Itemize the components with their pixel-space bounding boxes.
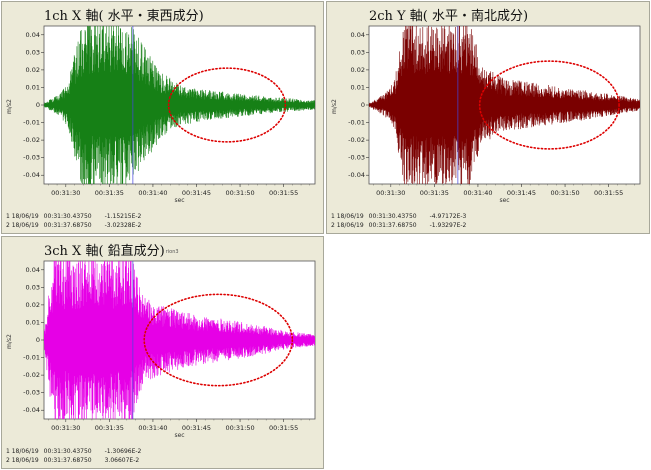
y-tick-label: -0.02 [23,136,40,144]
y-tick-label: -0.04 [348,171,365,179]
y-tick-label: -0.03 [348,154,365,162]
chart-title: 2ch Y 軸( 水平・南北成分) [369,9,529,24]
cursor-row: 2 18/06/19 00:31:37.68750 3.06607E-2 [6,456,146,465]
y-tick-label: 0.01 [26,83,40,91]
y-tick-label: 0.03 [26,48,40,56]
y-tick-label: 0.01 [26,318,40,326]
x-tick-label: 00:31:45 [182,189,211,197]
waveform-chart-1ch: 0.04 0.03 0.02 0.01 0 -0.01 -0.02 -0.03 -0.04 00:… [23,25,316,204]
y-tick-label: -0.02 [23,371,40,379]
x-tick-label: 00:31:55 [594,189,623,197]
waveform-chart-2ch: 0.04 0.03 0.02 0.01 0 -0.01 -0.02 -0.03 -0.04 00:… [348,25,641,204]
x-tick-label: 00:31:30 [376,189,405,197]
highlight-ellipse [143,293,294,387]
x-tick-label: 00:31:50 [225,189,254,197]
cursor-readout: 1 18/06/19 00:31:30.43750 -4.97172E-3 2 18/… [331,212,471,230]
y-tick-label: -0.04 [23,171,40,179]
y-tick-label: 0.04 [351,31,365,39]
y-tick-label: 0.03 [351,48,365,56]
x-tick-label: 00:31:50 [225,424,254,432]
x-tick-label: 00:31:55 [269,189,298,197]
x-axis-label: sec [174,432,184,439]
x-tick-label: 00:31:30 [51,424,80,432]
cursor-time: 00:31:30.43750 [43,213,92,220]
y-tick-label: 0.02 [26,66,40,74]
y-tick-label: 0 [36,336,40,344]
cursor-date: 1 18/06/19 [331,213,364,220]
cursor-time: 00:31:30.43750 [368,213,417,220]
y-tick-label: 0.02 [26,301,40,309]
x-tick-label: 00:31:40 [138,424,167,432]
waveform-chart-3ch: 0.04 0.03 0.02 0.01 0 -0.01 -0.02 -0.03 -0.04 00:… [23,260,316,439]
y-tick-label: -0.01 [23,119,40,127]
x-tick-label: 00:31:35 [420,189,449,197]
cursor-value: -4.97172E-3 [429,213,467,220]
highlight-ellipse [167,67,287,143]
y-tick-label: 0.03 [26,283,40,291]
x-tick-label: 00:31:45 [507,189,536,197]
cursor-value: -1.15215E-2 [104,213,142,220]
y-tick-label: -0.04 [23,406,40,414]
y-tick-label: -0.03 [23,389,40,397]
chart-title: 1ch X 軸( 水平・東西成分) [44,9,204,24]
cursor-date: 2 18/06/19 [6,222,39,229]
cursor-date: 1 18/06/19 [6,213,39,220]
y-tick-label: 0.04 [26,266,40,274]
waveform-series [369,26,640,184]
cursor-readout: 1 18/06/19 00:31:30.43750 -1.15215E-2 2 18/… [6,212,146,230]
cursor-time: 00:31:37.68750 [43,222,92,229]
y-tick-label: 0 [361,101,365,109]
y-tick-label: 0.02 [351,66,365,74]
x-tick-label: 00:31:40 [463,189,492,197]
x-tick-label: 00:31:40 [138,189,167,197]
chart-title: 3ch X 軸( 鉛直成分)rion3 [44,244,179,259]
cursor-time: 00:31:37.68750 [43,457,92,464]
x-axis-label: sec [174,197,184,204]
y-tick-label: -0.02 [348,136,365,144]
x-tick-label: 00:31:55 [269,424,298,432]
cursor-value: -3.02328E-2 [104,222,142,229]
cursor-value: 3.06607E-2 [104,457,140,464]
x-tick-label: 00:31:35 [95,189,124,197]
highlight-ellipse [478,60,620,150]
cursor-readout: 1 18/06/19 00:31:30.43750 -1.30696E-2 2 18/… [6,447,146,465]
chart-panel-1ch: 1ch X 軸( 水平・東西成分) m/s2 0.04 0.03 0.02 0.01 0… [1,1,324,234]
x-tick-label: 00:31:30 [51,189,80,197]
cursor-time: 00:31:37.68750 [368,222,417,229]
y-tick-label: -0.01 [348,119,365,127]
x-tick-label: 00:31:50 [550,189,579,197]
waveform-series [44,261,315,419]
cursor-time: 00:31:30.43750 [43,448,92,455]
y-tick-label: 0 [36,101,40,109]
cursor-date: 2 18/06/19 [331,222,364,229]
x-axis-label: sec [499,197,509,204]
cursor-row: 2 18/06/19 00:31:37.68750 -1.93297E-2 [331,221,471,230]
chart-panel-2ch: 2ch Y 軸( 水平・南北成分) m/s2 0.04 0.03 0.02 0.01 0… [326,1,650,234]
cursor-row: 1 18/06/19 00:31:30.43750 -4.97172E-3 [331,212,471,221]
y-tick-label: 0.04 [26,31,40,39]
cursor-value: -1.93297E-2 [429,222,467,229]
cursor-date: 2 18/06/19 [6,457,39,464]
cursor-row: 1 18/06/19 00:31:30.43750 -1.30696E-2 [6,447,146,456]
y-tick-label: 0.01 [351,83,365,91]
chart-panel-3ch: 3ch X 軸( 鉛直成分)rion3 m/s2 0.04 0.03 0.02 0.0… [1,236,324,469]
cursor-row: 2 18/06/19 00:31:37.68750 -3.02328E-2 [6,221,146,230]
cursor-value: -1.30696E-2 [104,448,142,455]
cursor-row: 1 18/06/19 00:31:30.43750 -1.15215E-2 [6,212,146,221]
cursor-date: 1 18/06/19 [6,448,39,455]
x-tick-label: 00:31:45 [182,424,211,432]
y-tick-label: -0.01 [23,354,40,362]
waveform-series [44,26,315,184]
y-tick-label: -0.03 [23,154,40,162]
x-tick-label: 00:31:35 [95,424,124,432]
